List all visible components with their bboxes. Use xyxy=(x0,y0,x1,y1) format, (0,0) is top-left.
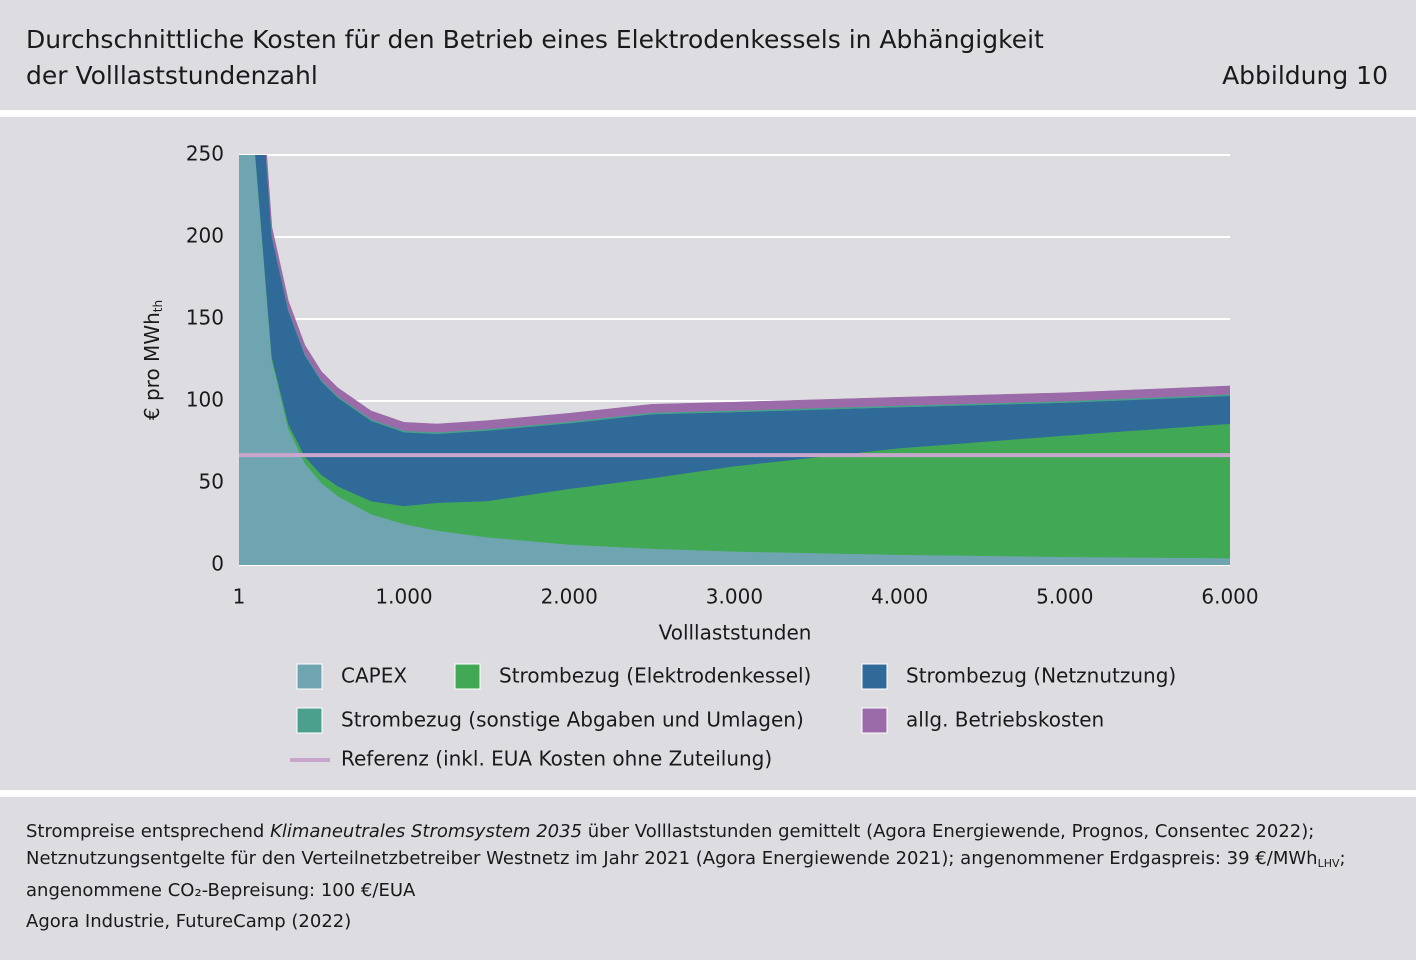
area xyxy=(265,155,1230,433)
title: Durchschnittliche Kosten für den Betrieb… xyxy=(26,22,1044,94)
area xyxy=(265,155,1230,435)
source: Agora Industrie, FutureCamp (2022) xyxy=(26,911,352,932)
legend-label: Strombezug (sonstige Abgaben und Umlagen… xyxy=(341,708,804,732)
legend-label: Strombezug (Netznutzung) xyxy=(906,664,1176,688)
y-tick-label: 0 xyxy=(211,552,224,576)
note-sub: LHV xyxy=(1317,857,1340,870)
legend-swatch xyxy=(454,663,481,690)
legend-swatch xyxy=(861,663,888,690)
x-tick-label: 2.000 xyxy=(541,585,598,609)
y-tick-label: 150 xyxy=(186,306,224,330)
y-tick-label: 200 xyxy=(186,224,224,248)
legend-swatch xyxy=(861,707,888,734)
y-axis-label-main: € pro MWh xyxy=(140,312,164,420)
legend-label: allg. Betriebskosten xyxy=(906,708,1104,732)
y-tick-label: 100 xyxy=(186,388,224,412)
legend-swatch xyxy=(296,663,323,690)
x-tick-label: 5.000 xyxy=(1036,585,1093,609)
separator xyxy=(0,110,1416,117)
y-axis-label-sub: th xyxy=(151,300,165,312)
separator xyxy=(0,790,1416,797)
legend-label: CAPEX xyxy=(341,664,407,688)
x-tick-label: 3.000 xyxy=(706,585,763,609)
x-axis-label: Volllaststunden xyxy=(659,621,812,645)
legend-label: Referenz (inkl. EUA Kosten ohne Zuteilun… xyxy=(341,747,772,771)
x-tick-label: 1 xyxy=(233,585,246,609)
legend-label: Strombezug (Elektrodenkessel) xyxy=(499,664,811,688)
title-line: Durchschnittliche Kosten für den Betrieb… xyxy=(26,25,1044,54)
chart: 0 50 100 150 200 250 1 1.000 2.000 3.000 4.000 5.00… xyxy=(140,142,1259,771)
note-text: ; angenommene CO₂-Bepreisung: 100 €/EUA xyxy=(26,848,1346,901)
figure-label: Abbildung 10 xyxy=(1222,61,1388,90)
y-tick-label: 50 xyxy=(199,470,224,494)
x-tick-label: 1.000 xyxy=(375,585,432,609)
plot-area xyxy=(239,155,1230,565)
x-tick-label: 4.000 xyxy=(871,585,928,609)
legend-swatch xyxy=(296,707,323,734)
y-axis-label: € pro MWhth xyxy=(140,300,165,420)
header: Durchschnittliche Kosten für den Betrieb… xyxy=(0,0,1416,110)
note-text: über Volllaststunden gemittelt (Agora En… xyxy=(26,821,1318,869)
y-tick-label: 250 xyxy=(186,142,224,166)
x-tick-label: 6.000 xyxy=(1201,585,1258,609)
footnote: Strompreise entsprechend Klimaneutrales … xyxy=(26,818,1376,904)
note-text: Strompreise entsprechend xyxy=(26,821,271,842)
title-line: der Volllaststundenzahl xyxy=(26,61,318,90)
note-italic: Klimaneutrales Stromsystem 2035 xyxy=(270,821,583,842)
